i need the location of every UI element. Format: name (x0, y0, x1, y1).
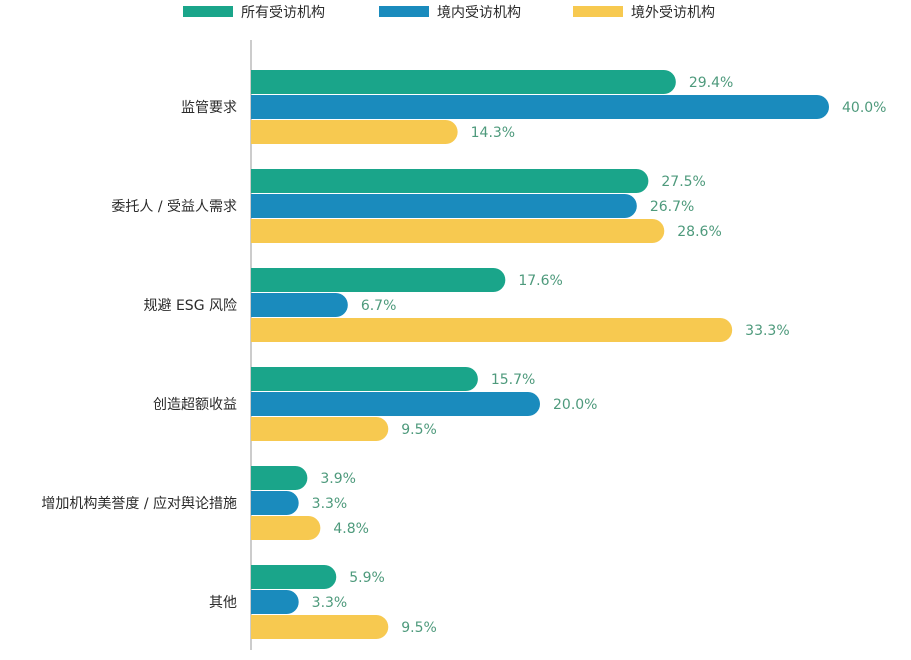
bar (251, 120, 458, 144)
value-label: 40.0% (842, 100, 886, 116)
bar (251, 590, 299, 614)
value-label: 33.3% (745, 323, 789, 339)
value-label: 29.4% (689, 75, 733, 91)
category-label: 创造超额收益 (153, 397, 237, 413)
bar (251, 466, 308, 490)
category-label: 监管要求 (181, 100, 237, 116)
bar (251, 268, 506, 292)
legend-swatch (183, 6, 233, 17)
value-label: 3.3% (312, 595, 348, 611)
value-label: 6.7% (361, 298, 397, 314)
bar (251, 219, 665, 243)
legend-label: 所有受访机构 (241, 5, 325, 21)
value-labels: 29.4% 40.0% 14.3% 27.5% 26.7% 28.6% 17.6% 6.7% 3… (312, 75, 887, 636)
value-label: 3.3% (312, 496, 348, 512)
bar (251, 516, 321, 540)
value-label: 20.0% (553, 397, 597, 413)
value-label: 27.5% (661, 174, 705, 190)
bar (251, 169, 649, 193)
bar (251, 417, 389, 441)
category-label: 委托人 / 受益人需求 (111, 199, 237, 215)
bar (251, 565, 337, 589)
legend-label: 境外受访机构 (631, 5, 715, 21)
bar (251, 392, 540, 416)
value-label: 14.3% (471, 125, 515, 141)
bar (251, 615, 389, 639)
value-label: 4.8% (333, 521, 369, 537)
category-label: 增加机构美誉度 / 应对舆论措施 (41, 495, 237, 512)
bar (251, 70, 676, 94)
value-label: 17.6% (518, 273, 562, 289)
value-label: 15.7% (491, 372, 535, 388)
value-label: 9.5% (401, 422, 437, 438)
bar (251, 491, 299, 515)
legend: 所有受访机构 境内受访机构 境外受访机构 (183, 5, 715, 21)
bar (251, 293, 348, 317)
bar (251, 367, 478, 392)
bar (251, 318, 733, 342)
value-label: 3.9% (320, 471, 356, 487)
value-label: 9.5% (401, 620, 437, 636)
legend-swatch (573, 6, 623, 17)
bar (251, 194, 637, 218)
legend-swatch (379, 6, 429, 17)
value-label: 28.6% (677, 224, 721, 240)
legend-label: 境内受访机构 (437, 5, 521, 21)
bar (251, 95, 829, 119)
category-label: 规避 ESG 风险 (144, 298, 237, 314)
bars (251, 70, 829, 639)
value-label: 5.9% (349, 570, 385, 586)
value-label: 26.7% (650, 199, 694, 215)
category-label: 其他 (209, 595, 237, 611)
